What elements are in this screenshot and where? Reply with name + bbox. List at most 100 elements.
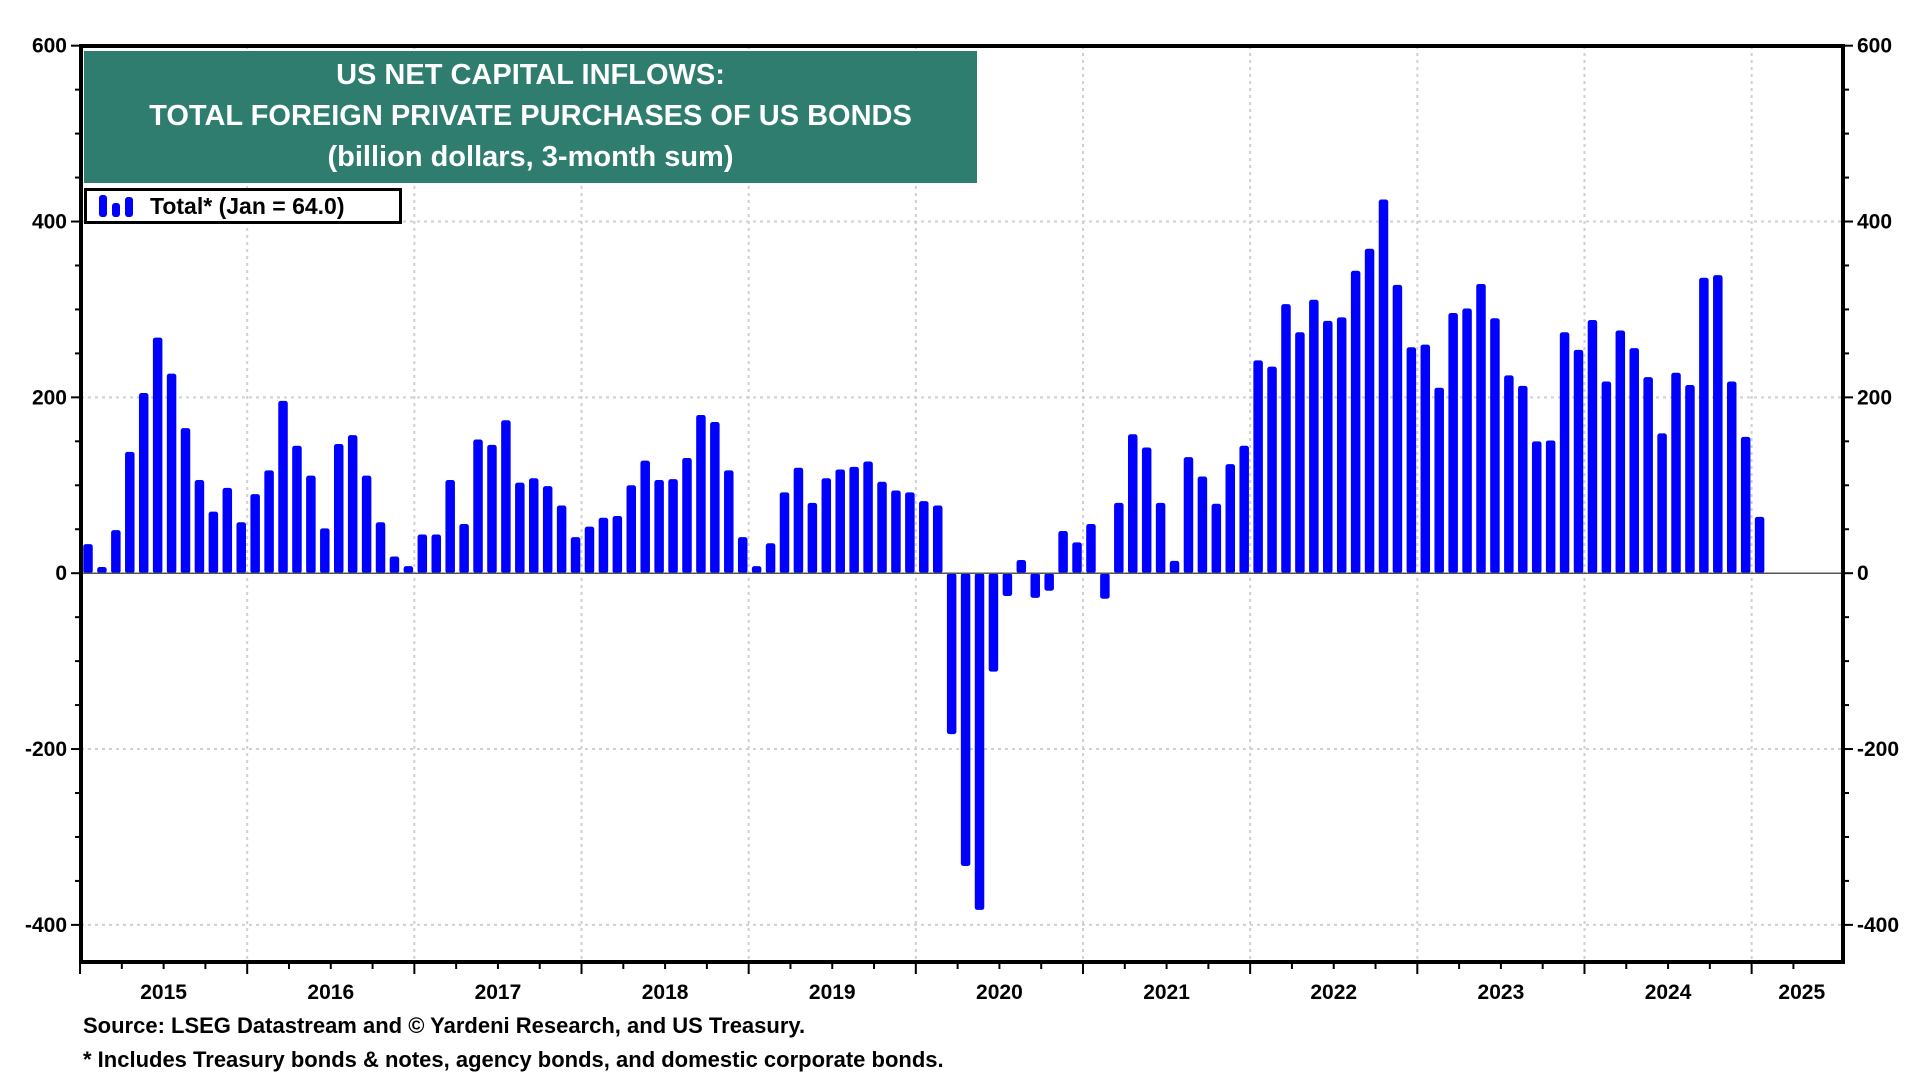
y-tick-label-left: -400: [25, 914, 67, 937]
bar: [347, 435, 358, 574]
legend: Total* (Jan = 64.0): [84, 188, 402, 224]
bar: [389, 556, 400, 574]
bar: [724, 470, 734, 574]
bar: [1002, 573, 1013, 597]
bar: [1601, 381, 1612, 574]
bar: [1559, 332, 1570, 574]
bar: [320, 528, 330, 574]
bar: [333, 443, 344, 574]
bar: [138, 392, 149, 574]
x-tick-label: 2017: [475, 981, 522, 1004]
bar: [682, 458, 692, 574]
bar: [779, 492, 790, 574]
y-tick-label-left: 600: [32, 35, 67, 58]
bar: [1462, 308, 1472, 574]
bar: [1573, 349, 1584, 574]
bar: [932, 505, 943, 574]
bar: [222, 487, 233, 574]
x-tick-label: 2025: [1778, 981, 1825, 1004]
bar: [654, 480, 664, 574]
x-tick-label: 2019: [809, 981, 856, 1004]
x-tick-label: 2021: [1143, 981, 1190, 1004]
bar-series-total: [83, 199, 1765, 910]
y-tick-label-right: -400: [1857, 914, 1899, 937]
y-tick-label-right: 0: [1857, 562, 1869, 585]
bar: [1155, 502, 1166, 574]
y-tick-label-left: 0: [55, 562, 67, 585]
bar: [1016, 560, 1027, 574]
bar: [292, 445, 302, 574]
bar: [1740, 436, 1751, 574]
bar: [487, 444, 497, 574]
bar: [1531, 441, 1542, 574]
bar: [125, 451, 135, 574]
chart-title-line-3: (billion dollars, 3-month sum): [327, 141, 734, 173]
bar: [306, 475, 316, 574]
bar: [264, 470, 274, 574]
bar: [1657, 433, 1667, 574]
bar: [403, 566, 414, 574]
y-tick-label-right: 400: [1857, 211, 1892, 234]
bar: [1671, 372, 1681, 574]
x-tick-label: 2024: [1645, 981, 1692, 1004]
bar: [194, 480, 205, 574]
plot-frame: [79, 44, 1845, 964]
bar: [1350, 270, 1361, 574]
bar: [1211, 503, 1222, 574]
bar: [988, 573, 999, 672]
y-axis-right: 600 400 200 0 -200 -400: [1843, 35, 1899, 937]
bar: [877, 481, 887, 574]
bar: [501, 420, 511, 574]
legend-label: Total* (Jan = 64.0): [150, 192, 345, 219]
bar: [1518, 385, 1528, 574]
bar: [1058, 530, 1068, 574]
bar: [1072, 542, 1082, 574]
x-tick-label: 2018: [642, 981, 689, 1004]
bar: [1323, 320, 1333, 574]
bar: [459, 523, 469, 574]
bar: [570, 537, 581, 574]
bar: [208, 511, 219, 574]
bar: [1239, 445, 1249, 574]
bar: [361, 475, 372, 574]
bar: [905, 492, 915, 574]
bar: [710, 421, 720, 574]
bar: [152, 337, 163, 574]
bar: [236, 522, 246, 574]
y-tick-label-right: 200: [1857, 386, 1892, 409]
x-axis: 2015 2016 2017 2018 2019 2020 2021 2022 2023 2024…: [79, 962, 1825, 1004]
bar: [640, 460, 650, 574]
bar: [542, 486, 553, 574]
bar: [1378, 199, 1389, 574]
bar: [765, 543, 776, 574]
bar: [612, 516, 623, 574]
bar: [751, 566, 762, 574]
bar: [863, 461, 873, 574]
bar: [696, 414, 706, 574]
bar: [1685, 385, 1695, 574]
bar: [1420, 344, 1431, 574]
bar: [1587, 319, 1598, 574]
bar: [1434, 387, 1444, 574]
bar: [891, 490, 901, 574]
bar: [1336, 317, 1347, 574]
bar: [668, 479, 678, 574]
bar: [250, 494, 260, 574]
bar: [473, 439, 483, 574]
bar: [835, 469, 845, 574]
bar: [1169, 560, 1180, 574]
bar: [584, 526, 595, 574]
bar: [1267, 366, 1277, 574]
legend-bar-swatch-icon: [99, 195, 138, 217]
y-tick-label-left: 400: [32, 211, 67, 234]
footnote: * Includes Treasury bonds & notes, agenc…: [83, 1047, 944, 1072]
bar: [1086, 523, 1096, 574]
bar: [1629, 348, 1639, 574]
bar: [598, 517, 609, 574]
x-tick-label: 2022: [1310, 981, 1357, 1004]
bar: [1643, 377, 1653, 574]
bar: [1253, 360, 1263, 574]
bar: [821, 478, 832, 574]
y-tick-label-right: -200: [1857, 738, 1899, 761]
